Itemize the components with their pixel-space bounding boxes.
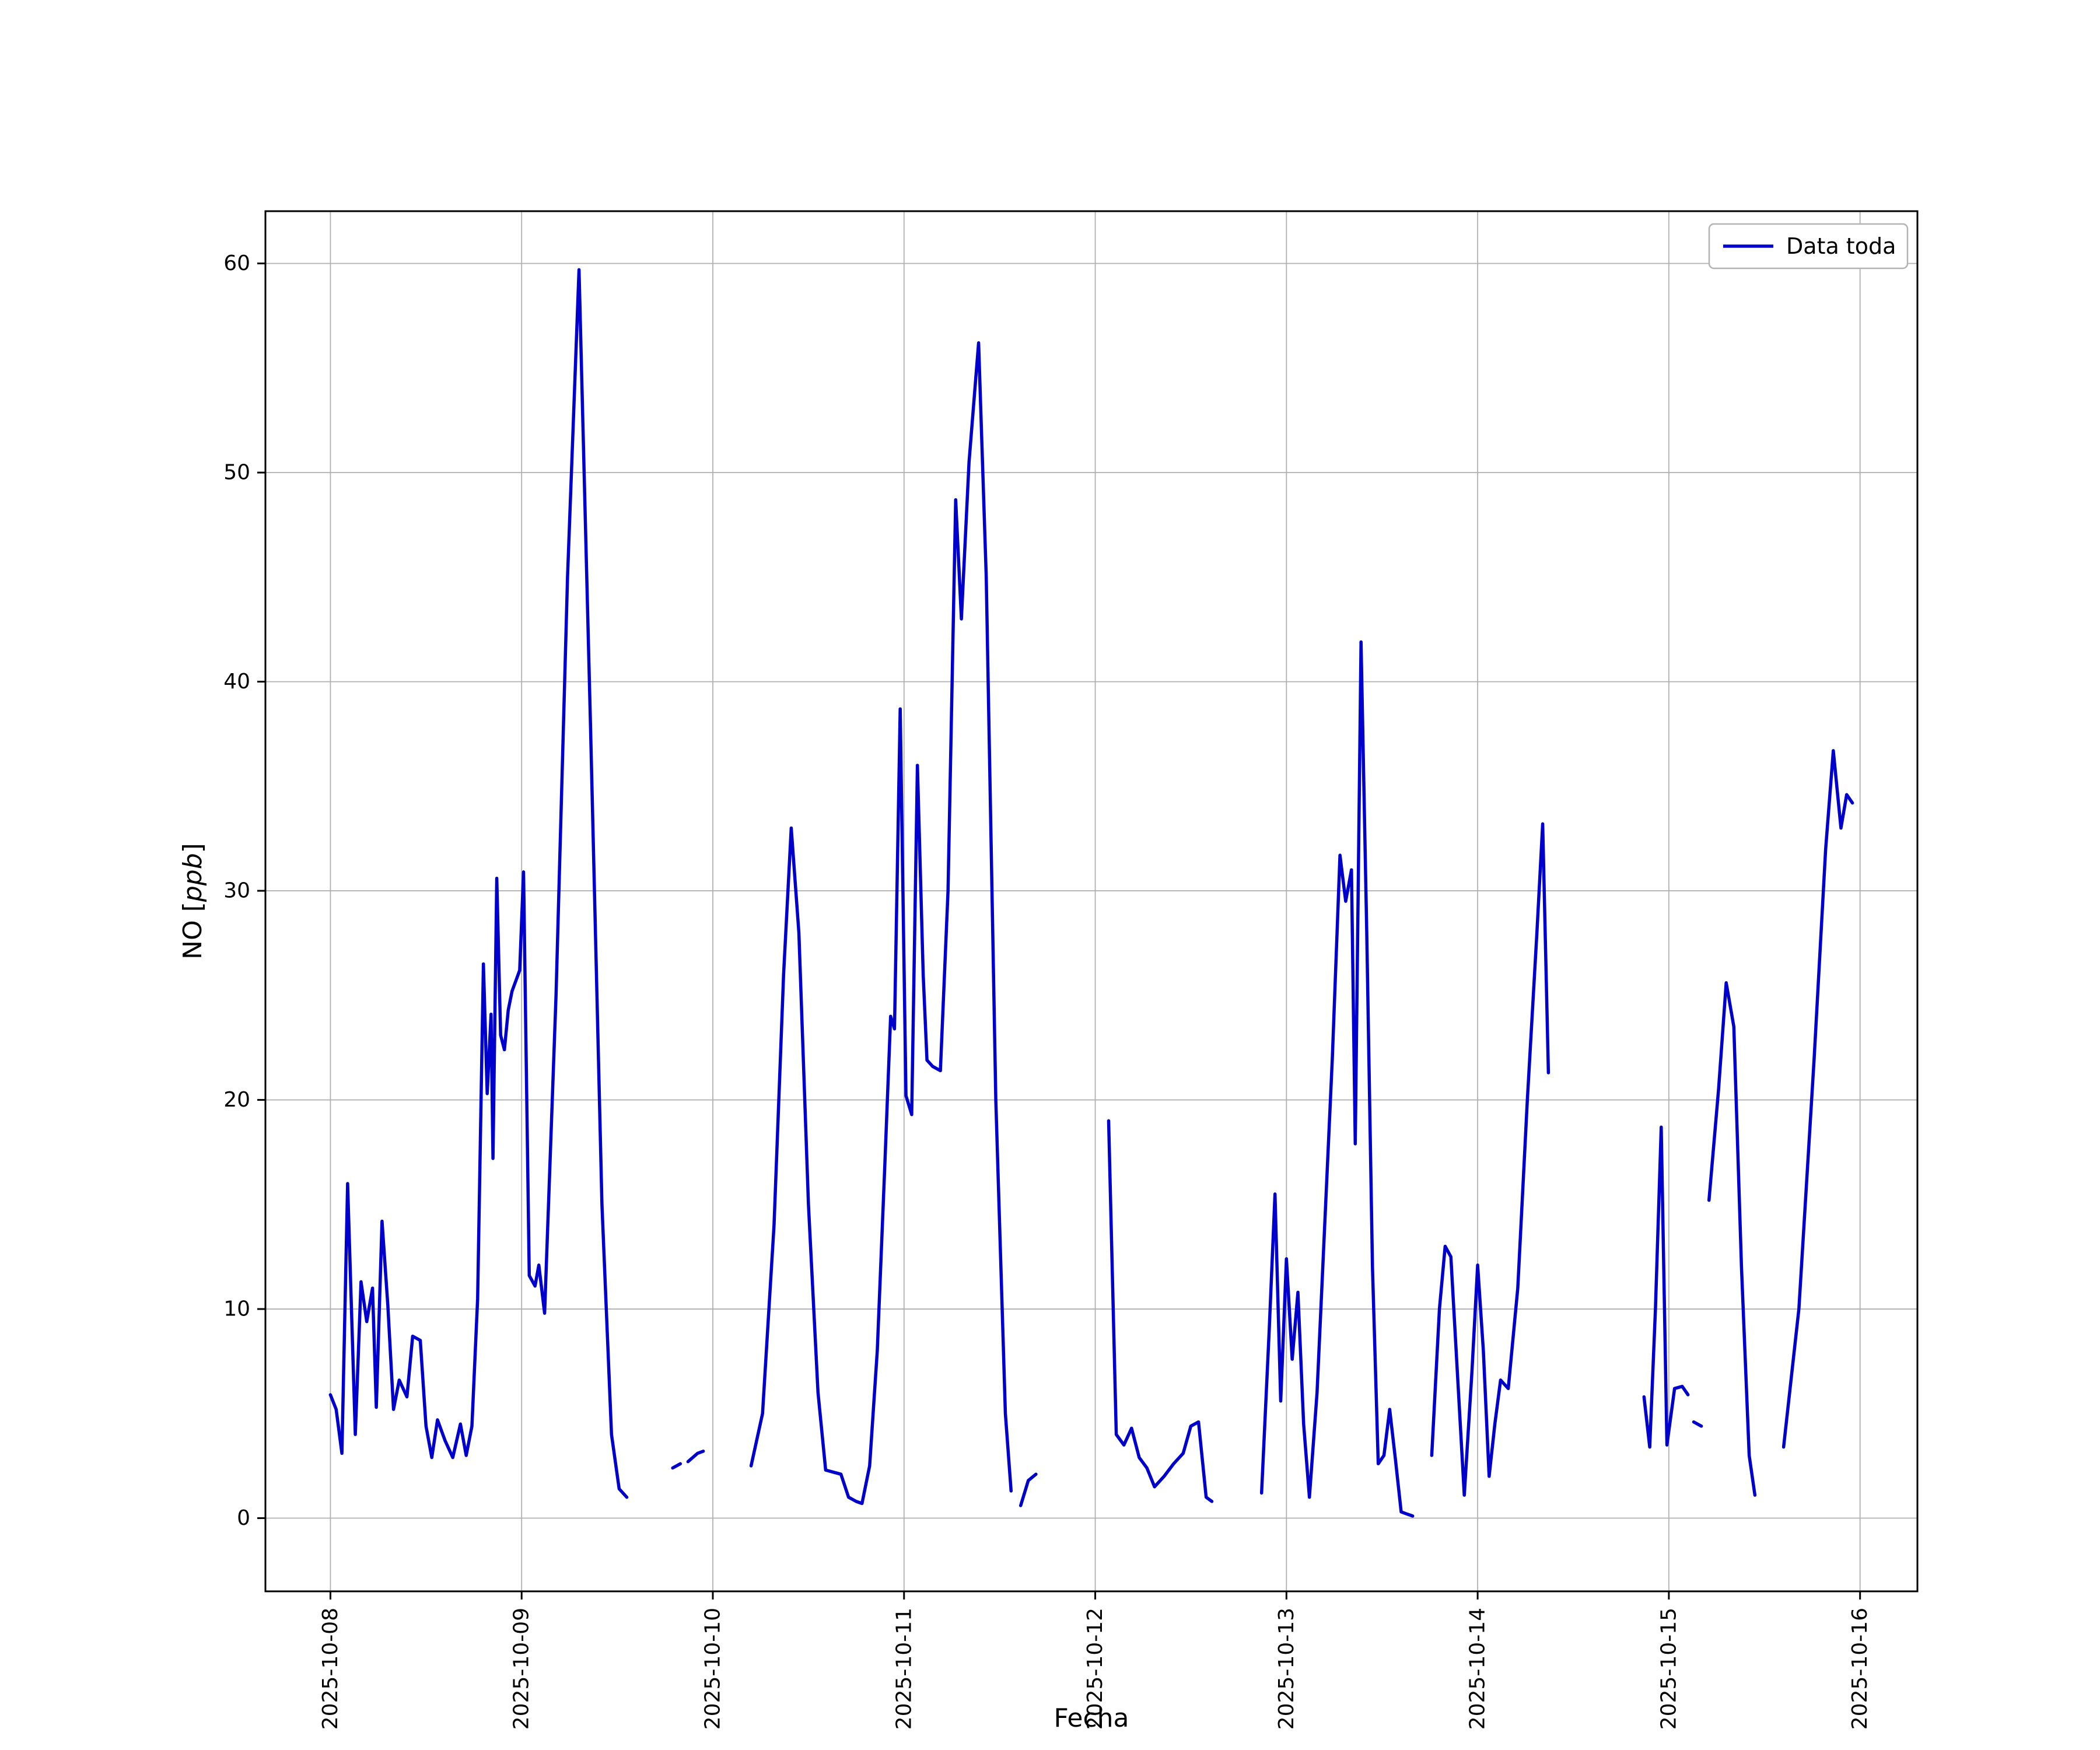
x-tick-label: 2025-10-09	[510, 1608, 534, 1730]
y-tick-label: 20	[223, 1088, 250, 1112]
y-tick-label: 10	[223, 1297, 250, 1321]
plot-area	[265, 211, 1917, 1591]
x-tick-label: 2025-10-12	[1083, 1608, 1107, 1730]
ticks: 2025-10-08 2025-10-09 2025-10-10 2025-10-11…	[223, 251, 1872, 1730]
legend-box	[1708, 223, 1909, 270]
data-series	[328, 268, 1854, 1518]
y-tick-label: 50	[223, 461, 250, 485]
x-tick-label: 2025-10-13	[1275, 1608, 1298, 1730]
x-axis-label: Fecha	[1054, 1703, 1129, 1733]
x-tick-label: 2025-10-11	[892, 1608, 916, 1730]
x-tick-label: 2025-10-10	[701, 1608, 725, 1730]
y-tick-label: 40	[223, 670, 250, 694]
y-tick-label: 0	[237, 1506, 250, 1530]
x-tick-label: 2025-10-14	[1466, 1608, 1490, 1730]
plot-border	[264, 210, 1919, 1592]
x-tick-label: 2025-10-08	[318, 1608, 342, 1730]
x-tick-label: 2025-10-16	[1848, 1608, 1872, 1730]
gridlines	[265, 211, 1917, 1591]
x-tick-label: 2025-10-15	[1657, 1608, 1681, 1730]
y-tick-label: 60	[223, 251, 250, 275]
legend-label: Data toda	[1786, 233, 1896, 259]
legend: Data toda	[1708, 223, 1909, 270]
y-tick-label: 30	[223, 879, 250, 903]
y-axis-label: NO [ppb]	[178, 843, 208, 960]
